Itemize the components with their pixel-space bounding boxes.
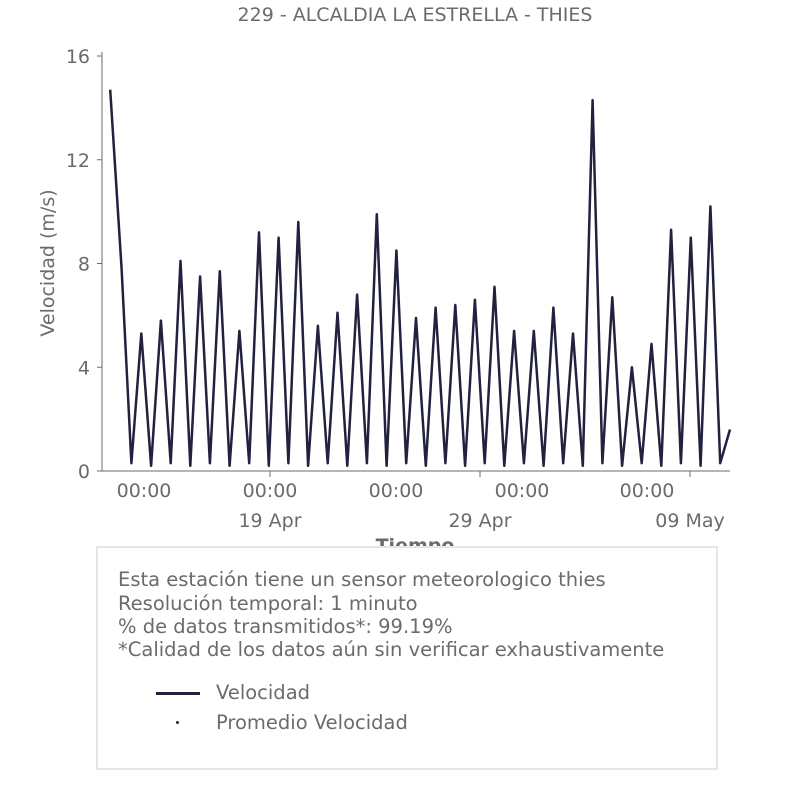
data-transmitted: % de datos transmitidos*: 99.19% bbox=[118, 615, 453, 638]
temporal-resolution: Resolución temporal: 1 minuto bbox=[118, 592, 418, 615]
y-tick-label: 16 bbox=[66, 46, 90, 68]
x-tick-label: 00:00 bbox=[243, 480, 298, 502]
legend-label-velocidad: Velocidad bbox=[216, 681, 311, 704]
x-tick-label: 00:00 bbox=[495, 480, 550, 502]
x-date-label: 19 Apr bbox=[238, 510, 301, 532]
data-quality-note: *Calidad de los datos aún sin verificar … bbox=[118, 638, 665, 661]
x-tick-label: 00:00 bbox=[369, 480, 424, 502]
sensor-description: Esta estación tiene un sensor meteorolog… bbox=[118, 568, 606, 591]
y-tick-label: 0 bbox=[78, 461, 90, 483]
info-panel: Esta estación tiene un sensor meteorolog… bbox=[96, 546, 718, 770]
legend-dot-swatch bbox=[176, 721, 179, 724]
series-line-velocidad bbox=[108, 89, 732, 468]
chart-title: 229 - ALCALDIA LA ESTRELLA - THIES bbox=[238, 4, 593, 26]
legend-label-promedio: Promedio Velocidad bbox=[216, 711, 408, 734]
x-tick-label: 00:00 bbox=[620, 480, 675, 502]
legend-line-swatch bbox=[156, 692, 200, 695]
y-tick-label: 12 bbox=[66, 150, 90, 172]
x-tick-label: 00:00 bbox=[117, 480, 172, 502]
x-axis: 00:00 00:00 00:00 00:00 00:00 19 Apr 29 Apr 09 … bbox=[102, 470, 730, 532]
y-axis: 0 4 8 12 16 bbox=[66, 46, 103, 483]
x-date-label: 09 May bbox=[655, 510, 725, 532]
x-date-label: 29 Apr bbox=[448, 510, 511, 532]
series-layer bbox=[108, 89, 732, 468]
y-tick-label: 4 bbox=[78, 357, 90, 379]
wind-speed-chart: 229 - ALCALDIA LA ESTRELLA - THIES Veloc… bbox=[37, 4, 732, 557]
y-tick-label: 8 bbox=[78, 254, 90, 276]
y-axis-label: Velocidad (m/s) bbox=[37, 189, 59, 336]
